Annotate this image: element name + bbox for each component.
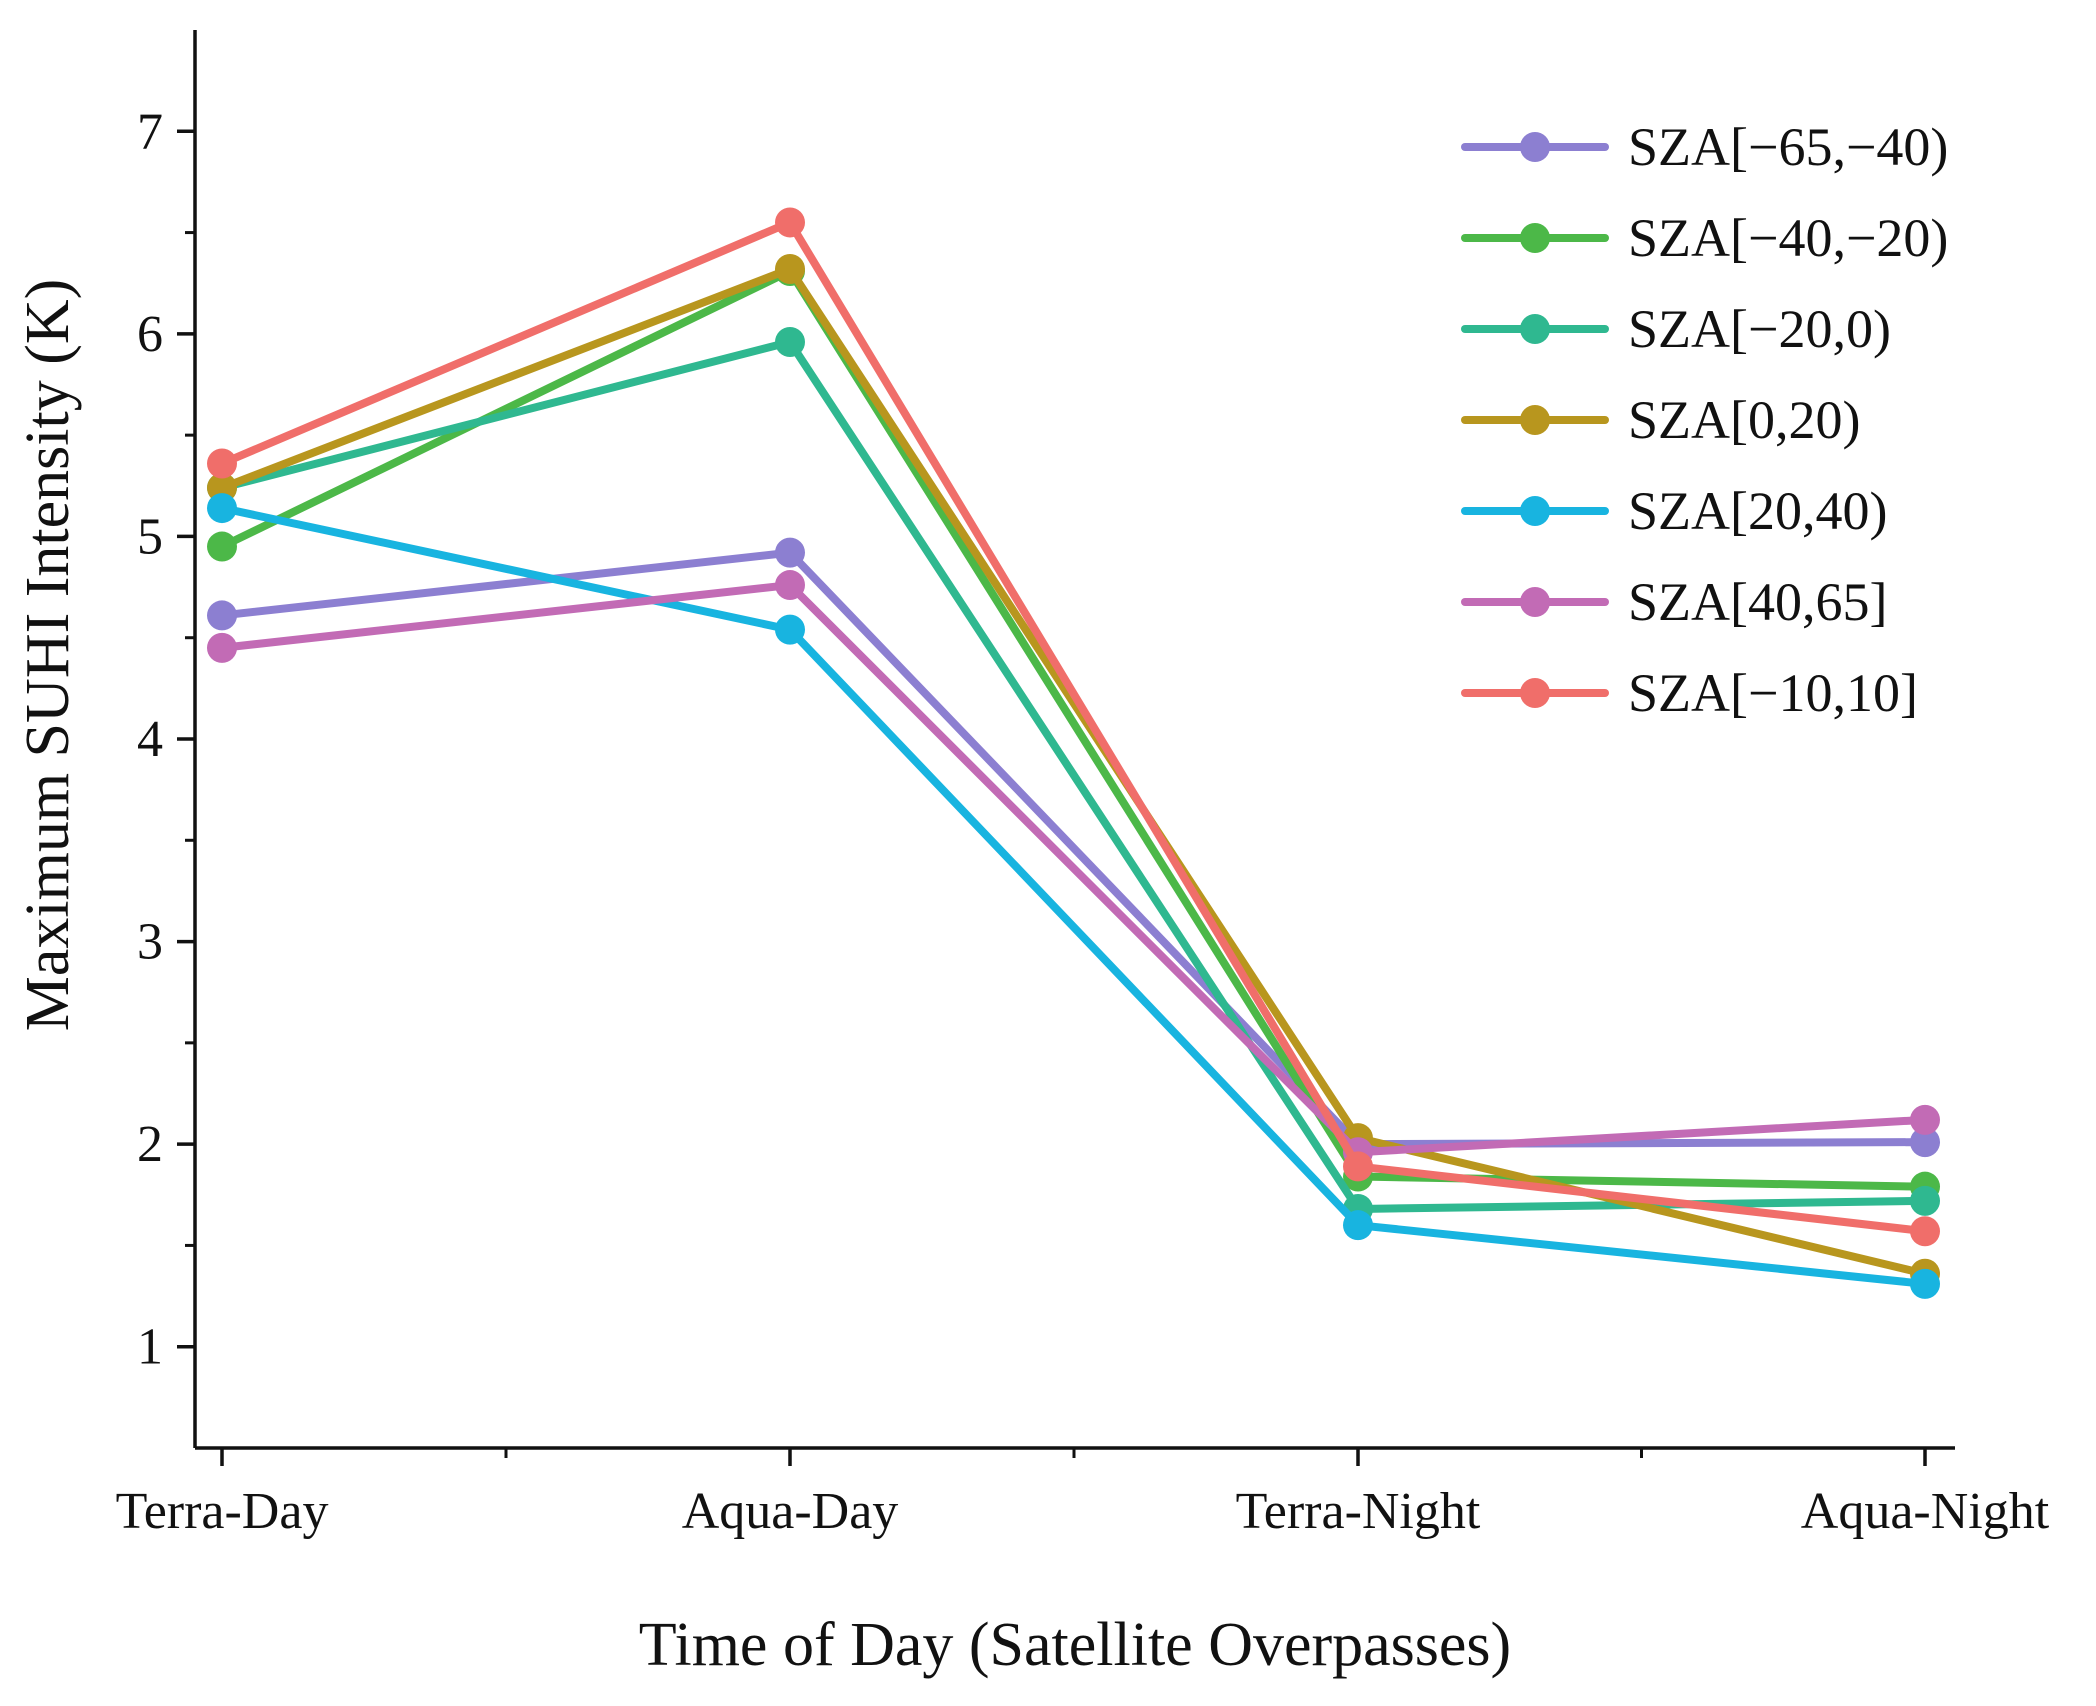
y-axis-title: Maximum SUHI Intensity (K) (14, 279, 82, 1032)
data-point (775, 207, 805, 238)
series-3 (207, 326, 1940, 1224)
y-tick-label: 6 (137, 306, 163, 363)
legend-item: SZA[−20,0) (1461, 299, 1891, 359)
series-lines (207, 207, 1940, 1299)
legend-swatch-marker (1520, 587, 1550, 617)
legend: SZA[−65,−40) SZA[−40,−20) SZA[−20,0) SZA[0,… (1461, 117, 1948, 723)
legend-item: SZA[20,40) (1461, 481, 1887, 541)
data-point (1910, 1127, 1940, 1158)
x-tick-label: Aqua-Night (1801, 1483, 2050, 1540)
y-tick-label: 5 (137, 508, 163, 565)
x-tick-label: Terra-Night (1236, 1483, 1481, 1540)
series-line (218, 337, 1929, 1213)
legend-label: SZA[−65,−40) (1628, 117, 1948, 177)
legend-swatch-marker (1520, 496, 1550, 526)
series-5 (207, 493, 1940, 1299)
data-point (207, 493, 237, 524)
data-point (1910, 1216, 1940, 1247)
legend-item: SZA[−40,−20) (1461, 208, 1948, 268)
legend-swatch-marker (1520, 132, 1550, 162)
legend-label: SZA[0,20) (1628, 390, 1860, 450)
series-line (218, 504, 1929, 1288)
series-line (218, 548, 1929, 1149)
data-point (207, 600, 237, 631)
legend-label: SZA[−20,0) (1628, 299, 1891, 359)
legend-swatch-marker (1520, 314, 1550, 344)
x-tick-label: Aqua-Day (682, 1483, 899, 1540)
data-point (1343, 1151, 1373, 1182)
legend-label: SZA[40,65] (1628, 572, 1887, 632)
legend-label: SZA[20,40) (1628, 481, 1887, 541)
series-7 (207, 207, 1940, 1247)
legend-item: SZA[0,20) (1461, 390, 1860, 450)
series-6 (207, 570, 1940, 1168)
series-line (218, 581, 1929, 1157)
legend-item: SZA[40,65] (1461, 572, 1887, 632)
data-point (775, 570, 805, 601)
legend-swatch-marker (1520, 678, 1550, 708)
x-axis-title: Time of Day (Satellite Overpasses) (639, 1611, 1511, 1679)
legend-item: SZA[−10,10] (1461, 663, 1918, 723)
data-point (775, 537, 805, 568)
data-point (1910, 1268, 1940, 1299)
y-tick-label: 7 (137, 103, 163, 160)
series-line (218, 267, 1929, 1191)
data-point (775, 254, 805, 285)
y-tick-label: 1 (137, 1319, 163, 1376)
y-tick-label: 3 (137, 914, 163, 971)
x-tick-label: Terra-Day (116, 1483, 329, 1540)
data-point (1910, 1185, 1940, 1216)
legend-swatch-marker (1520, 405, 1550, 435)
legend-swatch-marker (1520, 223, 1550, 253)
data-point (775, 326, 805, 357)
data-point (775, 614, 805, 645)
series-line (218, 218, 1929, 1236)
y-tick-label: 2 (137, 1116, 163, 1173)
legend-label: SZA[−40,−20) (1628, 208, 1948, 268)
data-point (207, 632, 237, 663)
data-point (1910, 1104, 1940, 1135)
series-line (218, 265, 1929, 1278)
y-tick-label: 4 (137, 711, 163, 768)
legend-label: SZA[−10,10] (1628, 663, 1918, 723)
data-point (207, 448, 237, 479)
legend-item: SZA[−65,−40) (1461, 117, 1948, 177)
axes: 1 2 3 4 5 6 7 Terra-Day Aqua-Day Terra-Night Aqua-… (116, 30, 2050, 1540)
data-point (207, 531, 237, 562)
data-point (1343, 1210, 1373, 1241)
